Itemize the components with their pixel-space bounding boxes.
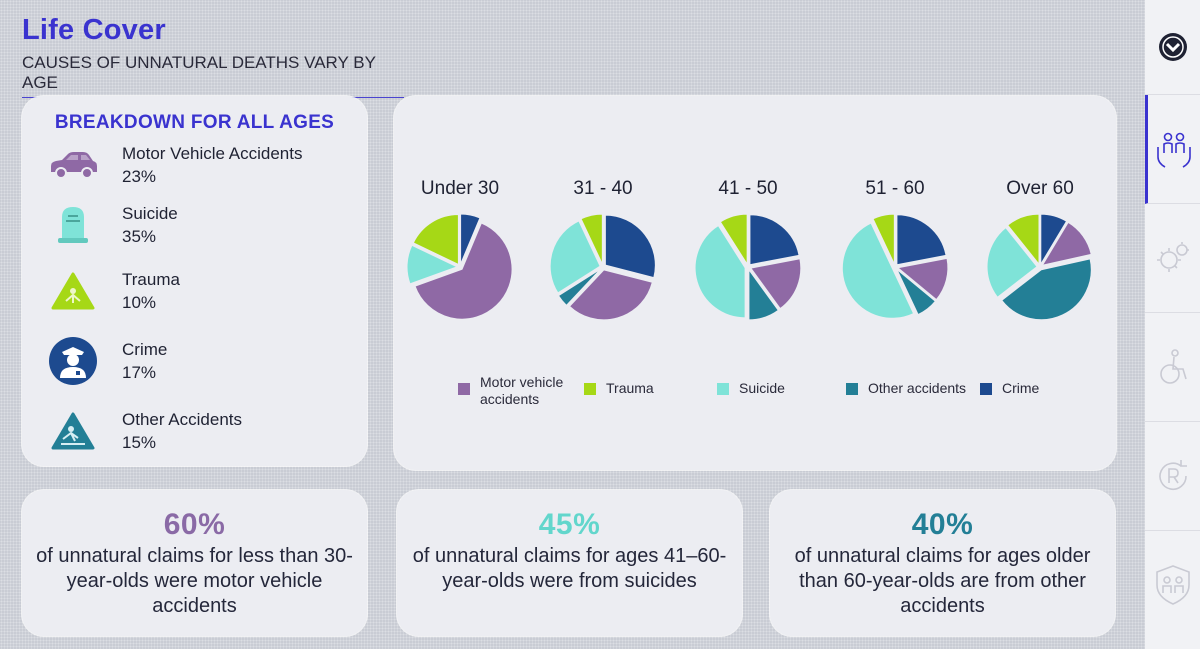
tombstone-icon	[44, 201, 102, 249]
sidebar-item-life-cover[interactable]	[1145, 95, 1200, 204]
breakdown-label: Motor Vehicle Accidents	[122, 144, 303, 163]
pie-slice-suicide	[694, 224, 746, 319]
breakdown-item-trauma: Trauma 10%	[44, 266, 180, 316]
chevron-logo-icon	[1158, 33, 1187, 61]
legend-label: Suicide	[739, 380, 785, 396]
stat-card-other: 40% of unnatural claims for ages older t…	[770, 490, 1115, 636]
breakdown-item-suicide: Suicide 35%	[44, 200, 178, 250]
pie-slice-motor	[1041, 221, 1092, 266]
stat-percent: 60%	[163, 508, 226, 541]
family-shield-icon	[1155, 565, 1190, 605]
pie-slice-motor	[414, 222, 513, 320]
pie-slice-suicide	[986, 226, 1038, 298]
breakdown-item-crime: Crime 17%	[44, 336, 167, 386]
stat-description: of unnatural claims for ages 41–60-year-…	[412, 545, 727, 592]
breakdown-percent: 17%	[122, 363, 157, 382]
breakdown-label: Other Accidents	[122, 410, 243, 429]
page-title: Life Cover	[22, 14, 166, 46]
sidebar-item-retirement[interactable]	[1145, 422, 1200, 531]
pie-slice-trauma	[872, 213, 895, 265]
stat-percent: 45%	[538, 508, 601, 541]
pie-title: 41 - 50	[718, 178, 777, 199]
pie-title: Under 30	[421, 178, 499, 199]
legend-item-crime: Crime	[980, 380, 1039, 397]
pie-slice-crime	[896, 214, 947, 266]
pie-slice-suicide	[841, 222, 915, 319]
legend-swatch	[980, 383, 992, 395]
pie-slice-suicide	[549, 220, 601, 294]
pie-slice-motor	[568, 269, 653, 321]
pie-slice-crime	[749, 214, 800, 266]
pie-slice-trauma	[1007, 213, 1040, 266]
legend-label: Crime	[1002, 380, 1040, 396]
legend-item-trauma: Trauma	[584, 380, 654, 397]
legend-swatch	[458, 383, 470, 395]
legend-label: Other accidents	[868, 380, 967, 396]
right-sidebar	[1145, 0, 1200, 649]
breakdown-label: Crime	[122, 340, 168, 359]
breakdown-percent: 35%	[122, 227, 157, 246]
stat-description: of unnatural claims for less than 30-yea…	[36, 545, 353, 617]
pie-slice-other	[1001, 258, 1092, 321]
legend-label-line2: accidents	[480, 391, 540, 407]
breakdown-percent: 23%	[122, 167, 157, 186]
pie-slice-crime	[460, 213, 481, 265]
legend-label: Trauma	[606, 380, 654, 396]
pie-slice-other	[557, 268, 602, 307]
pie-slice-crime	[1040, 213, 1068, 266]
breakdown-item-other: Other Accidents 15%	[44, 406, 242, 456]
pie-slice-other	[896, 268, 937, 316]
legend-swatch	[584, 383, 596, 395]
police-officer-icon	[44, 337, 102, 385]
breakdown-percent: 10%	[122, 293, 157, 312]
virus-icon	[1156, 242, 1189, 272]
breakdown-card: BREAKDOWN FOR ALL AGES Motor Vehicle Acc…	[22, 96, 367, 466]
pie-slice-trauma	[412, 213, 459, 266]
pie-charts-svg: Under 30 31 - 40 41 - 50 51 - 60 Over 60	[406, 178, 1092, 321]
sidebar-home-logo[interactable]	[1145, 0, 1200, 95]
breakdown-label: Suicide	[122, 204, 178, 223]
pie-title: Over 60	[1006, 178, 1074, 199]
pie-slice-suicide	[406, 244, 459, 285]
pie-slice-other	[748, 268, 780, 321]
legend-item-motor: Motor vehicle accidents	[458, 374, 563, 408]
car-icon	[44, 141, 102, 189]
chart-legend: Motor vehicle accidents Trauma Suicide O…	[394, 374, 1116, 414]
breakdown-percent: 15%	[122, 433, 157, 452]
pie-slice-crime	[604, 214, 656, 279]
legend-swatch	[717, 383, 729, 395]
breakdown-label: Trauma	[122, 270, 180, 289]
legend-item-other: Other accidents	[846, 380, 966, 397]
breakdown-heading: BREAKDOWN FOR ALL AGES	[54, 112, 335, 133]
legend-swatch	[846, 383, 858, 395]
pie-title: 31 - 40	[573, 178, 632, 199]
pie-slice-motor	[749, 258, 802, 310]
pie-slice-trauma	[580, 213, 603, 265]
page-header: Life Cover CAUSES OF UNNATURAL DEATHS VA…	[22, 14, 404, 98]
sidebar-item-disability[interactable]	[1145, 313, 1200, 422]
stat-description: of unnatural claims for ages older than …	[794, 545, 1091, 617]
pie-title: 51 - 60	[865, 178, 924, 199]
stat-card-motor: 60% of unnatural claims for less than 30…	[22, 490, 367, 636]
pie-charts-card: Under 30 31 - 40 41 - 50 51 - 60 Over 60 Mot…	[394, 96, 1116, 470]
pie-slice-trauma	[719, 213, 748, 266]
retirement-icon	[1158, 460, 1187, 491]
legend-item-suicide: Suicide	[717, 380, 785, 397]
sidebar-item-family[interactable]	[1145, 531, 1200, 639]
page-subtitle: CAUSES OF UNNATURAL DEATHS VARY BY AGE	[22, 53, 404, 98]
sidebar-item-illness[interactable]	[1145, 204, 1200, 313]
slip-warning-icon	[44, 407, 102, 455]
disability-icon	[1159, 349, 1187, 384]
pie-slice-motor	[896, 257, 949, 301]
family-care-icon	[1157, 132, 1191, 168]
trauma-warning-icon	[44, 267, 102, 315]
stat-percent: 40%	[911, 508, 974, 541]
breakdown-item-motor: Motor Vehicle Accidents 23%	[44, 140, 302, 190]
legend-label: Motor vehicle	[480, 374, 564, 390]
stat-card-suicide: 45% of unnatural claims for ages 41–60-y…	[397, 490, 742, 636]
